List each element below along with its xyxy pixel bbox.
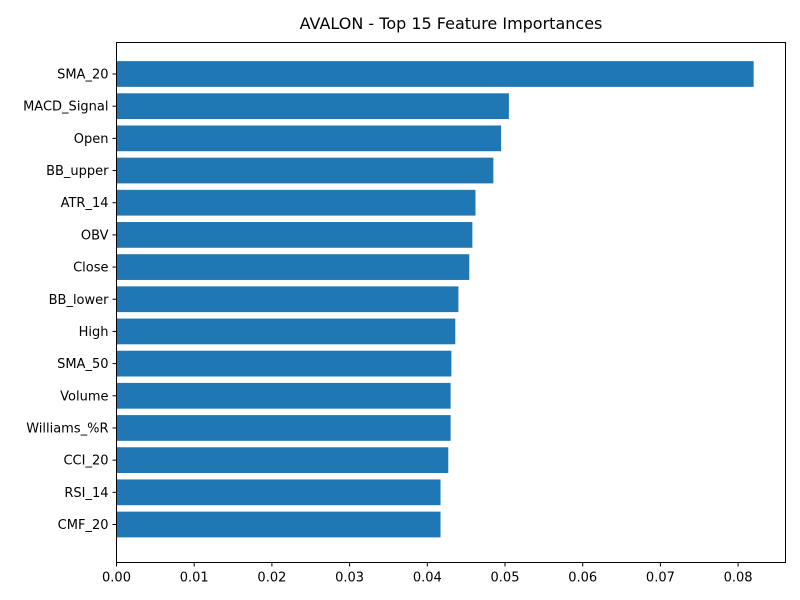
- y-tick-label: High: [79, 325, 109, 340]
- bar-bb-upper: [116, 157, 494, 184]
- y-tick-label: Close: [73, 261, 108, 276]
- x-tick-label: 0.03: [335, 571, 364, 586]
- y-tick-label: Open: [74, 132, 109, 147]
- bar-macd-signal: [116, 93, 509, 120]
- bar-cmf-20: [116, 511, 441, 538]
- x-tick-label: 0.00: [102, 571, 131, 586]
- y-tick-label: RSI_14: [64, 486, 108, 501]
- bar-obv: [116, 222, 473, 248]
- x-axis-ticks: 0.00 0.01 0.02 0.03 0.04 0.05 0.06 0.07 0.08: [102, 562, 753, 586]
- bar-close: [116, 254, 470, 280]
- y-tick-label: Volume: [60, 389, 108, 404]
- bar-volume: [116, 382, 451, 409]
- bar-atr-14: [116, 189, 476, 216]
- x-tick-label: 0.04: [413, 571, 442, 586]
- y-tick-label: BB_lower: [49, 293, 110, 308]
- x-tick-label: 0.06: [568, 571, 597, 586]
- y-tick-label: SMA_20: [57, 68, 108, 83]
- bars-group: [116, 61, 754, 538]
- x-tick-label: 0.02: [257, 571, 286, 586]
- y-tick-label: BB_upper: [46, 164, 109, 179]
- chart-title: AVALON - Top 15 Feature Importances: [300, 14, 603, 33]
- bar-high: [116, 318, 456, 345]
- bar-cci-20: [116, 447, 449, 474]
- bar-williams-r: [116, 415, 451, 441]
- bar-bb-lower: [116, 286, 459, 313]
- bar-sma-20: [116, 61, 754, 87]
- x-tick-label: 0.01: [180, 571, 209, 586]
- x-tick-label: 0.08: [724, 571, 753, 586]
- y-tick-label: MACD_Signal: [23, 100, 108, 115]
- y-tick-label: OBV: [81, 228, 109, 243]
- y-tick-label: CMF_20: [58, 518, 109, 533]
- x-tick-label: 0.07: [646, 571, 675, 586]
- bar-sma-50: [116, 350, 452, 377]
- y-axis-ticks: SMA_20 MACD_Signal Open BB_upper ATR_14 OBV Cl…: [23, 68, 117, 533]
- y-tick-label: SMA_50: [57, 357, 108, 372]
- bar-open: [116, 125, 502, 152]
- y-tick-label: ATR_14: [61, 196, 109, 211]
- plot-frame: [116, 42, 786, 563]
- y-tick-label: Williams_%R: [26, 421, 108, 436]
- x-tick-label: 0.05: [491, 571, 520, 586]
- y-tick-label: CCI_20: [63, 454, 108, 469]
- bar-rsi-14: [116, 479, 441, 506]
